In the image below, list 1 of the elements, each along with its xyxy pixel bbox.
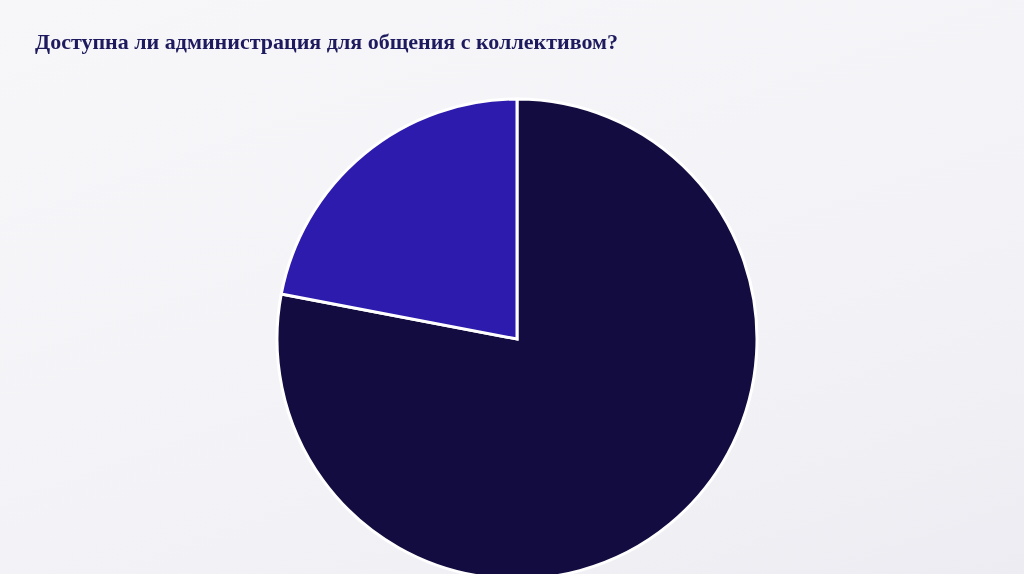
chart-title: Доступна ли администрация для общения с коллективом? <box>35 29 618 55</box>
